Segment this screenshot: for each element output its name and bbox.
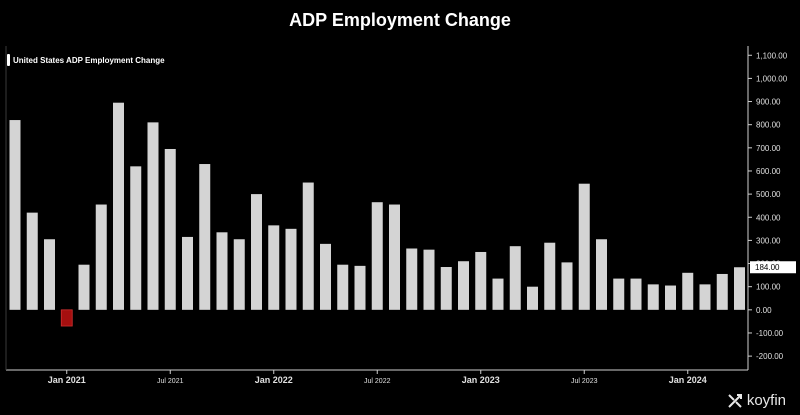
bar [320, 243, 331, 310]
bar [130, 166, 142, 310]
x-tick-label: Jul 2022 [364, 378, 391, 385]
bar [354, 265, 366, 310]
bar [699, 284, 711, 310]
y-tick-label: 1,100.00 [756, 51, 788, 60]
bar [147, 122, 159, 310]
bar [613, 278, 625, 310]
y-tick-label: 800.00 [756, 121, 781, 130]
y-tick-label: 500.00 [756, 190, 781, 199]
bar [458, 261, 469, 310]
bar [734, 267, 745, 310]
x-tick-label: Jul 2021 [157, 378, 184, 385]
x-tick-label: Jul 2023 [571, 378, 598, 385]
bar [268, 225, 280, 310]
bar [95, 204, 107, 310]
koyfin-watermark: koyfin [727, 392, 786, 409]
bar [406, 248, 418, 310]
y-axis: 1,100.00 1,000.00 900.00 800.00 700.00 600.00… [5, 46, 796, 371]
y-tick-label: 700.00 [756, 144, 781, 153]
x-tick-label: Jan 2024 [669, 375, 707, 385]
bar [440, 267, 452, 310]
bar [251, 194, 262, 310]
bars-group [9, 102, 745, 327]
bar [544, 242, 556, 310]
bar [216, 232, 228, 310]
bar [78, 264, 90, 310]
y-tick-label: 900.00 [756, 98, 781, 107]
bar [182, 236, 193, 310]
chart-title: ADP Employment Change [289, 10, 511, 30]
bar [647, 284, 659, 310]
y-tick-label: 0.00 [756, 306, 772, 315]
y-tick-label: 1,000.00 [756, 74, 788, 83]
bar [371, 202, 383, 310]
y-tick-label: -200.00 [756, 352, 784, 361]
bar [527, 286, 538, 310]
bar [492, 278, 504, 310]
bar [233, 239, 245, 310]
y-tick-label: 400.00 [756, 213, 781, 222]
y-tick-label: 300.00 [756, 236, 781, 245]
x-tick-label: Jan 2023 [462, 375, 500, 385]
bar [9, 120, 21, 310]
x-tick-label: Jan 2022 [255, 375, 293, 385]
y-tick-label: 600.00 [756, 167, 781, 176]
bar [630, 278, 642, 310]
bar [285, 228, 297, 310]
bar [716, 273, 728, 310]
bar [60, 309, 73, 327]
legend-swatch [7, 54, 10, 66]
x-axis: Jan 2021 Jul 2021 Jan 2022 Jul 2022 Jan 2023… [48, 370, 707, 385]
bar [337, 264, 349, 310]
bar [302, 182, 314, 310]
x-tick-label: Jan 2021 [48, 375, 86, 385]
bar [199, 164, 211, 310]
bar [578, 183, 590, 310]
bar [561, 262, 573, 310]
bar [113, 102, 124, 310]
y-tick-label: -100.00 [756, 329, 784, 338]
bar [389, 204, 400, 310]
legend-label: United States ADP Employment Change [13, 56, 165, 65]
y-tick-label: 100.00 [756, 283, 781, 292]
watermark-text: koyfin [746, 392, 786, 409]
bar [509, 246, 521, 310]
bar [596, 239, 607, 310]
bar [44, 239, 55, 310]
bar [423, 249, 435, 310]
koyfin-logo-icon [728, 393, 742, 408]
bar [26, 212, 38, 310]
last-value-marker [750, 261, 796, 274]
bar [475, 251, 487, 310]
bar [164, 148, 176, 310]
bar [665, 285, 676, 310]
last-value-label: 184.00 [755, 263, 780, 272]
bar [682, 272, 694, 310]
